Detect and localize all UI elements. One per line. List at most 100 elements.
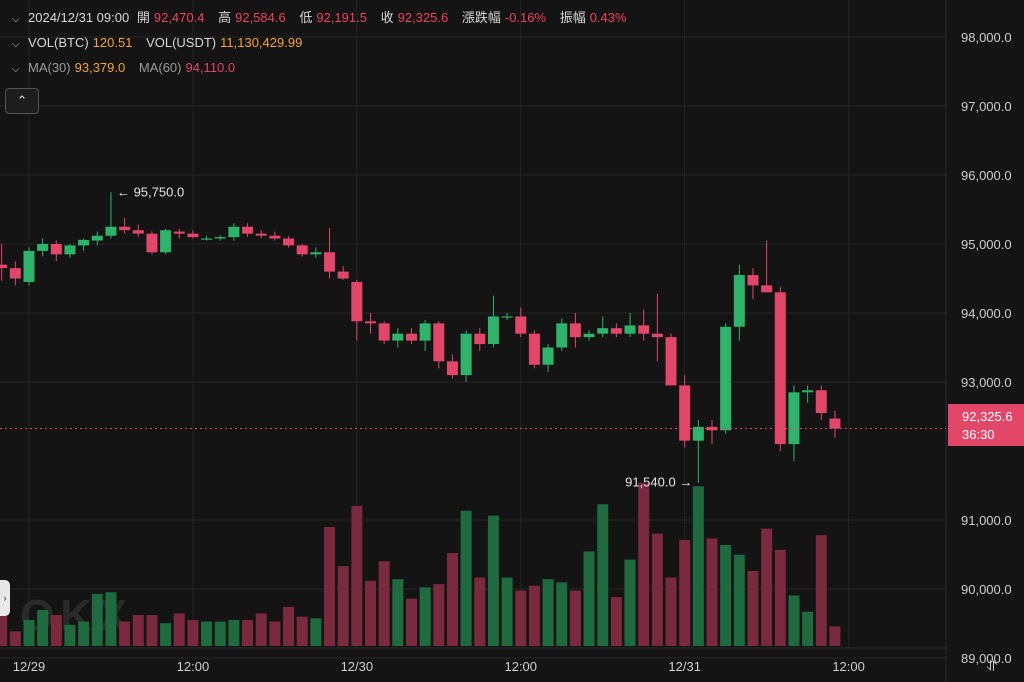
volume-bar xyxy=(228,619,240,646)
volume-bar xyxy=(788,595,800,646)
candle-countdown: 36:30 xyxy=(962,427,995,442)
volume-bar xyxy=(774,549,786,646)
candle-body xyxy=(146,233,158,253)
candle-body xyxy=(283,238,295,246)
fit-axis-button[interactable]: ⥯ xyxy=(982,656,1002,676)
candle-body xyxy=(774,292,786,445)
volume-bar xyxy=(528,585,540,646)
volume-bar xyxy=(187,619,199,646)
current-price-tag: 92,325.6 36:30 xyxy=(948,404,1024,446)
candle-body xyxy=(173,231,185,234)
candle-body xyxy=(638,325,650,334)
chevron-down-icon[interactable]: ⌵ xyxy=(12,64,20,75)
y-tick-label: 98,000.0 xyxy=(961,30,1012,45)
volume-bar xyxy=(419,587,431,646)
volume-bar xyxy=(761,528,773,646)
ma30-label: MA(30) xyxy=(28,60,71,75)
y-tick-label: 97,000.0 xyxy=(961,99,1012,114)
vol-btc-value: 120.51 xyxy=(92,35,133,50)
change-value: -0.16% xyxy=(504,10,547,25)
volume-bar xyxy=(474,577,486,646)
candle-body xyxy=(761,285,773,293)
open-value: 92,470.4 xyxy=(153,10,205,25)
volume-bar xyxy=(214,621,226,646)
candle-body xyxy=(78,239,90,246)
candle-body xyxy=(37,244,49,251)
amplitude-label: 振幅 xyxy=(559,10,586,25)
fit-axis-icon: ⥯ xyxy=(986,657,998,674)
close-value: 92,325.6 xyxy=(397,10,449,25)
volume-bar xyxy=(91,593,103,646)
ma30-value: 93,379.0 xyxy=(74,60,126,75)
volume-bar xyxy=(365,580,376,646)
change-label: 漲跌幅 xyxy=(461,10,501,25)
volume-bar xyxy=(255,613,267,646)
candle-body xyxy=(132,230,144,234)
chevron-down-icon[interactable]: ⌵ xyxy=(12,39,20,50)
x-tick-label: 12:00 xyxy=(504,659,537,674)
volume-bar xyxy=(569,590,581,646)
candle-body xyxy=(23,250,35,282)
volume-bar xyxy=(64,624,76,646)
x-tick-label: 12/30 xyxy=(341,659,374,674)
candle-body xyxy=(269,235,281,239)
volume-bar xyxy=(651,533,663,646)
candle-body xyxy=(597,328,609,334)
volume-bar xyxy=(692,486,704,646)
candle-body xyxy=(50,244,62,255)
candle-body xyxy=(105,226,117,236)
candle-body xyxy=(624,325,636,334)
candle-body xyxy=(228,226,240,238)
volume-bar xyxy=(173,613,185,646)
volume-bar xyxy=(132,615,144,646)
volume-bar xyxy=(337,566,349,646)
candle-body xyxy=(515,316,527,334)
volume-bar xyxy=(201,621,213,646)
candle-body xyxy=(720,326,732,431)
candle-body xyxy=(119,226,131,231)
volume-bar xyxy=(0,590,8,646)
collapse-legend-button[interactable]: ⌃ xyxy=(5,88,39,114)
candle-body xyxy=(556,323,568,348)
volume-bar xyxy=(392,579,404,646)
close-label: 收 xyxy=(380,10,394,25)
candle-body xyxy=(187,233,199,238)
volume-bar xyxy=(815,535,827,646)
candle-body xyxy=(214,237,226,239)
volume-bar xyxy=(706,538,718,646)
vol-btc-label: VOL(BTC) xyxy=(28,35,89,50)
candle-body xyxy=(651,333,663,338)
price-annotation: 91,540.0 → xyxy=(625,475,692,490)
side-panel-handle[interactable]: › xyxy=(0,580,10,616)
candle-body xyxy=(460,333,472,376)
volume-bar xyxy=(310,618,322,646)
volume-bar xyxy=(242,619,254,646)
x-tick-label: 12/29 xyxy=(13,659,46,674)
candle-body xyxy=(665,337,677,386)
volume-bar xyxy=(324,527,336,646)
y-tick-label: 95,000.0 xyxy=(961,237,1012,252)
candle-body xyxy=(91,235,103,241)
high-label: 高 xyxy=(218,10,232,25)
candle-body xyxy=(501,316,513,318)
chevron-down-icon[interactable]: ⌵ xyxy=(12,14,20,25)
volume-bar xyxy=(747,571,759,646)
candle-body xyxy=(378,323,390,341)
candle-body xyxy=(802,390,814,393)
candle-body xyxy=(569,323,581,338)
x-tick-label: 12:00 xyxy=(177,659,210,674)
candle-body xyxy=(542,347,554,365)
volume-bar xyxy=(296,616,308,646)
candle-body xyxy=(679,385,691,441)
volume-bar xyxy=(146,615,158,646)
candle-body xyxy=(446,361,458,376)
candle-body xyxy=(201,238,213,240)
volume-bar xyxy=(351,505,363,646)
chevron-up-icon: ⌃ xyxy=(16,93,28,108)
volume-bar xyxy=(433,584,445,646)
volume-bar xyxy=(105,592,117,646)
vol-usdt-label: VOL(USDT) xyxy=(146,35,217,50)
volume-bar xyxy=(9,631,21,646)
candle-body xyxy=(255,233,267,236)
